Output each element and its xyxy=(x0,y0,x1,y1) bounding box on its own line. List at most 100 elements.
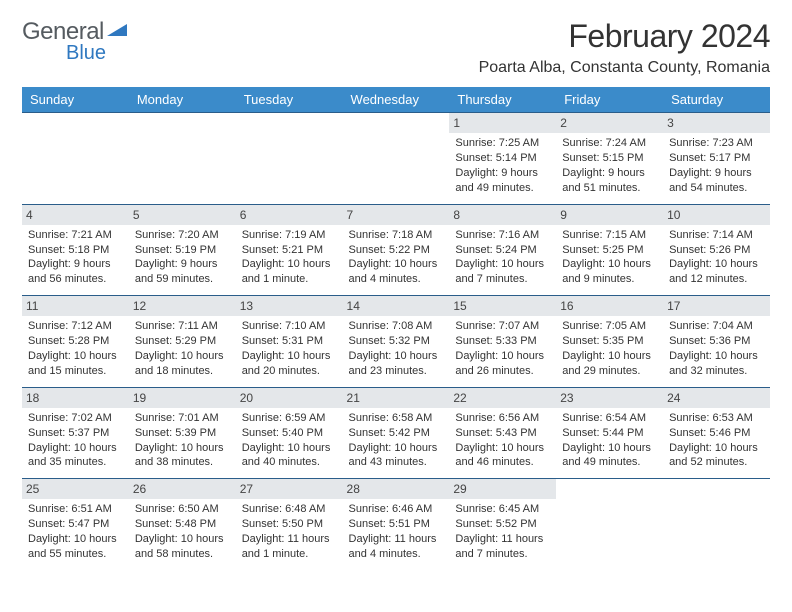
sunset-line: Sunset: 5:47 PM xyxy=(28,517,123,532)
sunset-line: Sunset: 5:31 PM xyxy=(242,334,337,349)
day-number: 21 xyxy=(343,388,450,408)
calendar-cell: 29Sunrise: 6:45 AMSunset: 5:52 PMDayligh… xyxy=(449,479,556,570)
calendar-row: 4 Sunrise: 7:21 AMSunset: 5:18 PM Daylight… xyxy=(22,204,770,296)
calendar-row: 18Sunrise: 7:02 AMSunset: 5:37 PMDayligh… xyxy=(22,387,770,479)
location: Poarta Alba, Constanta County, Romania xyxy=(479,59,770,77)
sunset-line: Sunset: 5:35 PM xyxy=(562,334,657,349)
calendar-cell: 12Sunrise: 7:11 AMSunset: 5:29 PMDayligh… xyxy=(129,296,236,388)
weekday-header-row: SundayMondayTuesdayWednesdayThursdayFrid… xyxy=(22,87,770,113)
sunset-line: Sunset: 5:42 PM xyxy=(349,426,444,441)
logo-text-blue: Blue xyxy=(66,42,127,65)
weekday-header: Thursday xyxy=(449,87,556,113)
sunset-line: Sunset: 5:44 PM xyxy=(562,426,657,441)
title-block: February 2024 Poarta Alba, Constanta Cou… xyxy=(479,18,770,77)
daylight-line: Daylight: 10 hours and 38 minutes. xyxy=(135,441,230,471)
sunrise-line: Sunrise: 7:14 AM xyxy=(669,228,764,243)
calendar-cell: 4Sunrise: 7:21 AMSunset: 5:18 PMDaylight… xyxy=(22,204,129,296)
calendar-cell: 15Sunrise: 7:07 AMSunset: 5:33 PMDayligh… xyxy=(449,296,556,388)
calendar-cell: 6Sunrise: 7:19 AMSunset: 5:21 PMDaylight… xyxy=(236,204,343,296)
sunset-line: Sunset: 5:52 PM xyxy=(455,517,550,532)
day-number: 1 xyxy=(449,113,556,133)
daylight-line: Daylight: 11 hours and 4 minutes. xyxy=(349,532,444,562)
sunset-line: Sunset: 5:22 PM xyxy=(349,243,444,258)
daylight-line: Daylight: 10 hours and 49 minutes. xyxy=(562,441,657,471)
sunset-line: Sunset: 5:24 PM xyxy=(455,243,550,258)
daylight-line: Daylight: 10 hours and 32 minutes. xyxy=(669,349,764,379)
sunset-line: Sunset: 5:21 PM xyxy=(242,243,337,258)
calendar-cell: 9Sunrise: 7:15 AMSunset: 5:25 PMDaylight… xyxy=(556,204,663,296)
daylight-line: Daylight: 10 hours and 58 minutes. xyxy=(135,532,230,562)
sunrise-line: Sunrise: 7:21 AM xyxy=(28,228,123,243)
month-title: February 2024 xyxy=(479,18,770,55)
calendar-cell: 3Sunrise: 7:23 AMSunset: 5:17 PMDaylight… xyxy=(663,113,770,205)
sunset-line: Sunset: 5:19 PM xyxy=(135,243,230,258)
sunset-line: Sunset: 5:18 PM xyxy=(28,243,123,258)
daylight-line: Daylight: 10 hours and 20 minutes. xyxy=(242,349,337,379)
sunset-line: Sunset: 5:17 PM xyxy=(669,151,764,166)
calendar-cell xyxy=(236,113,343,205)
sunset-line: Sunset: 5:33 PM xyxy=(455,334,550,349)
day-number: 26 xyxy=(129,479,236,499)
day-number: 3 xyxy=(663,113,770,133)
calendar-table: SundayMondayTuesdayWednesdayThursdayFrid… xyxy=(22,87,770,570)
calendar-cell: 2Sunrise: 7:24 AMSunset: 5:15 PMDaylight… xyxy=(556,113,663,205)
day-number: 9 xyxy=(556,205,663,225)
calendar-cell: 7Sunrise: 7:18 AMSunset: 5:22 PMDaylight… xyxy=(343,204,450,296)
day-number: 14 xyxy=(343,296,450,316)
weekday-header: Tuesday xyxy=(236,87,343,113)
calendar-cell xyxy=(556,479,663,570)
sunrise-line: Sunrise: 7:07 AM xyxy=(455,319,550,334)
sunset-line: Sunset: 5:32 PM xyxy=(349,334,444,349)
sunrise-line: Sunrise: 7:18 AM xyxy=(349,228,444,243)
calendar-cell: 21Sunrise: 6:58 AMSunset: 5:42 PMDayligh… xyxy=(343,387,450,479)
day-number: 28 xyxy=(343,479,450,499)
sunrise-line: Sunrise: 6:53 AM xyxy=(669,411,764,426)
daylight-line: Daylight: 10 hours and 55 minutes. xyxy=(28,532,123,562)
day-number: 25 xyxy=(22,479,129,499)
calendar-cell: 22Sunrise: 6:56 AMSunset: 5:43 PMDayligh… xyxy=(449,387,556,479)
daylight-line: Daylight: 11 hours and 7 minutes. xyxy=(455,532,550,562)
daylight-line: Daylight: 10 hours and 9 minutes. xyxy=(562,257,657,287)
sunrise-line: Sunrise: 7:16 AM xyxy=(455,228,550,243)
calendar-cell: 23Sunrise: 6:54 AMSunset: 5:44 PMDayligh… xyxy=(556,387,663,479)
sunrise-line: Sunrise: 6:59 AM xyxy=(242,411,337,426)
calendar-cell: 1Sunrise: 7:25 AMSunset: 5:14 PMDaylight… xyxy=(449,113,556,205)
sunset-line: Sunset: 5:43 PM xyxy=(455,426,550,441)
sunset-line: Sunset: 5:40 PM xyxy=(242,426,337,441)
sunrise-line: Sunrise: 6:51 AM xyxy=(28,502,123,517)
daylight-line: Daylight: 9 hours and 54 minutes. xyxy=(669,166,764,196)
daylight-line: Daylight: 10 hours and 12 minutes. xyxy=(669,257,764,287)
sunrise-line: Sunrise: 7:25 AM xyxy=(455,136,550,151)
day-number: 20 xyxy=(236,388,343,408)
sunrise-line: Sunrise: 7:08 AM xyxy=(349,319,444,334)
calendar-cell: 13Sunrise: 7:10 AMSunset: 5:31 PMDayligh… xyxy=(236,296,343,388)
calendar-cell xyxy=(129,113,236,205)
sunset-line: Sunset: 5:36 PM xyxy=(669,334,764,349)
day-number: 8 xyxy=(449,205,556,225)
sunset-line: Sunset: 5:28 PM xyxy=(28,334,123,349)
calendar-cell xyxy=(22,113,129,205)
sunrise-line: Sunrise: 7:04 AM xyxy=(669,319,764,334)
daylight-line: Daylight: 10 hours and 18 minutes. xyxy=(135,349,230,379)
calendar-cell: 20 Sunrise: 6:59 AMSunset: 5:40 PMDayligh… xyxy=(236,387,343,479)
calendar-body: 1Sunrise: 7:25 AMSunset: 5:14 PMDaylight… xyxy=(22,113,770,570)
day-number: 10 xyxy=(663,205,770,225)
day-number: 23 xyxy=(556,388,663,408)
sunset-line: Sunset: 5:37 PM xyxy=(28,426,123,441)
sunrise-line: Sunrise: 7:11 AM xyxy=(135,319,230,334)
daylight-line: Daylight: 9 hours and 49 minutes. xyxy=(455,166,550,196)
calendar-cell: 24Sunrise: 6:53 AMSunset: 5:46 PMDayligh… xyxy=(663,387,770,479)
day-number: 4 xyxy=(22,205,129,225)
day-number: 19 xyxy=(129,388,236,408)
daylight-line: Daylight: 10 hours and 43 minutes. xyxy=(349,441,444,471)
daylight-line: Daylight: 10 hours and 40 minutes. xyxy=(242,441,337,471)
calendar-row: 25Sunrise: 6:51 AMSunset: 5:47 PMDayligh… xyxy=(22,479,770,570)
day-number: 29 xyxy=(449,479,556,499)
weekday-header: Wednesday xyxy=(343,87,450,113)
sunrise-line: Sunrise: 6:56 AM xyxy=(455,411,550,426)
daylight-line: Daylight: 10 hours and 26 minutes. xyxy=(455,349,550,379)
day-number: 22 xyxy=(449,388,556,408)
sunrise-line: Sunrise: 7:02 AM xyxy=(28,411,123,426)
calendar-cell: 8Sunrise: 7:16 AMSunset: 5:24 PMDaylight… xyxy=(449,204,556,296)
weekday-header: Saturday xyxy=(663,87,770,113)
